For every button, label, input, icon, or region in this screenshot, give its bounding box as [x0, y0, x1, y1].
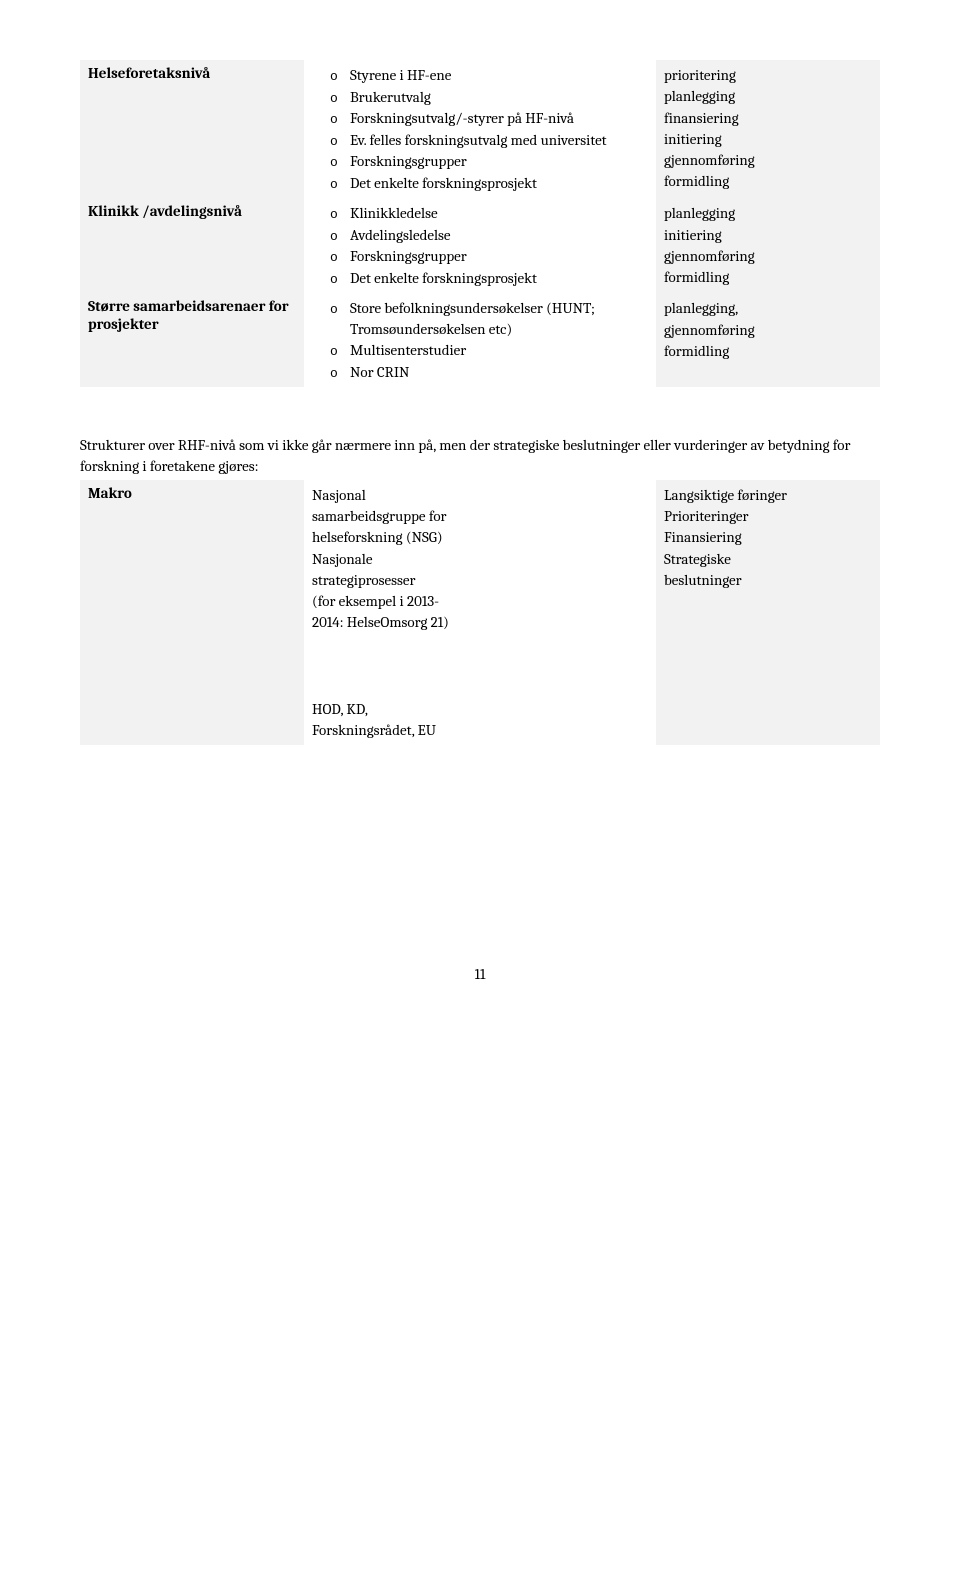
note-line: formidling: [664, 171, 872, 191]
list-item: Det enkelte forskningsprosjekt: [312, 173, 648, 194]
text-line: HOD, KD,: [312, 699, 648, 719]
list-item: Brukerutvalg: [312, 87, 648, 108]
note-line: Finansiering: [664, 527, 872, 547]
text-line: strategiprosesser: [312, 570, 648, 590]
makro-empty-c1: [80, 694, 304, 746]
text-line: (for eksempel i 2013-: [312, 591, 648, 611]
note-line: gjennomføring: [664, 320, 872, 340]
text-block: Nasjonalestrategiprosesser(for eksempel …: [312, 549, 648, 633]
text-line: Nasjonal: [312, 485, 648, 505]
row-label: Større samarbeidsarenaer for prosjekter: [80, 293, 304, 387]
structure-table-1: HelseforetaksnivåStyrene i HF-eneBrukeru…: [80, 60, 880, 387]
makro-col2-top: Nasjonalsamarbeidsgruppe forhelseforskni…: [304, 480, 656, 638]
note-line: planlegging,: [664, 298, 872, 318]
row-items: KlinikkledelseAvdelingsledelseForsknings…: [304, 198, 656, 293]
list-item: Avdelingsledelse: [312, 225, 648, 246]
makro-spacer-c3: [656, 638, 880, 694]
text-line: Nasjonale: [312, 549, 648, 569]
row-notes: prioriteringplanleggingfinansieringiniti…: [656, 60, 880, 198]
makro-spacer-c2: [304, 638, 656, 694]
note-line: formidling: [664, 267, 872, 287]
makro-col2-bottom: HOD, KD,Forskningsrådet, EU: [304, 694, 656, 746]
row-items: Styrene i HF-eneBrukerutvalgForskningsut…: [304, 60, 656, 198]
makro-spacer-c1: [80, 638, 304, 694]
text-line: Forskningsrådet, EU: [312, 720, 648, 740]
row-label: Helseforetaksnivå: [80, 60, 304, 198]
text-block: HOD, KD,Forskningsrådet, EU: [312, 699, 648, 741]
text-line: 2014: HelseOmsorg 21): [312, 612, 648, 632]
list-item: Nor CRIN: [312, 362, 648, 383]
row-label: Klinikk /avdelingsnivå: [80, 198, 304, 293]
makro-label: Makro: [80, 480, 304, 638]
note-line: Prioriteringer: [664, 506, 872, 526]
note-line: beslutninger: [664, 570, 872, 590]
note-line: initiering: [664, 129, 872, 149]
list-item: Multisenterstudier: [312, 340, 648, 361]
note-line: planlegging: [664, 203, 872, 223]
intro-paragraph: Strukturer over RHF-nivå som vi ikke går…: [80, 435, 880, 476]
row-items: Store befolkningsundersøkelser (HUNT; Tr…: [304, 293, 656, 387]
list-item: Forskningsutvalg/-styrer på HF-nivå: [312, 108, 648, 129]
note-line: Langsiktige føringer: [664, 485, 872, 505]
note-line: finansiering: [664, 108, 872, 128]
list-item: Styrene i HF-ene: [312, 65, 648, 86]
note-line: prioritering: [664, 65, 872, 85]
row-notes: planlegginginitieringgjennomføringformid…: [656, 198, 880, 293]
text-block: Nasjonalsamarbeidsgruppe forhelseforskni…: [312, 485, 648, 548]
note-line: formidling: [664, 341, 872, 361]
note-line: gjennomføring: [664, 150, 872, 170]
row-notes: planlegging,gjennomføringformidling: [656, 293, 880, 387]
makro-notes: Langsiktige føringerPrioriteringerFinans…: [656, 480, 880, 638]
text-line: samarbeidsgruppe for: [312, 506, 648, 526]
page-number: 11: [80, 965, 880, 983]
list-item: Store befolkningsundersøkelser (HUNT; Tr…: [312, 298, 648, 339]
list-item: Forskningsgrupper: [312, 246, 648, 267]
list-item: Forskningsgrupper: [312, 151, 648, 172]
structure-table-2: Makro Nasjonalsamarbeidsgruppe forhelsef…: [80, 480, 880, 745]
note-line: planlegging: [664, 86, 872, 106]
note-line: Strategiske: [664, 549, 872, 569]
list-item: Ev. felles forskningsutvalg med universi…: [312, 130, 648, 151]
note-line: gjennomføring: [664, 246, 872, 266]
list-item: Det enkelte forskningsprosjekt: [312, 268, 648, 289]
text-line: helseforskning (NSG): [312, 527, 648, 547]
note-line: initiering: [664, 225, 872, 245]
makro-empty-c3: [656, 694, 880, 746]
list-item: Klinikkledelse: [312, 203, 648, 224]
